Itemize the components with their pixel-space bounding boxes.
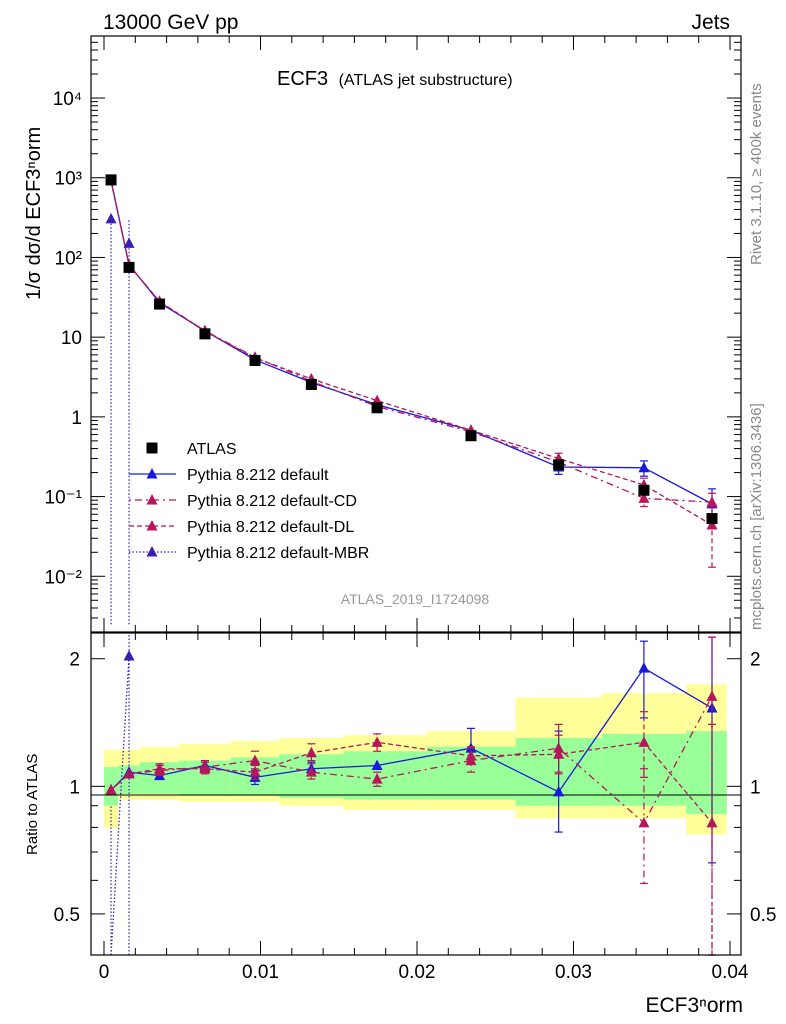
marker-cd <box>706 496 718 507</box>
legend-label-default: Pythia 8.212 default <box>187 467 329 484</box>
ratio-marker-cd <box>706 690 718 701</box>
marker-cd <box>638 492 650 503</box>
ratio-marker-cd <box>371 773 383 784</box>
legend-marker-mbr <box>146 546 158 557</box>
legend-label-mbr: Pythia 8.212 default-MBR <box>187 545 369 562</box>
legend-label-cd: Pythia 8.212 default-CD <box>187 493 357 510</box>
ratio-marker-dl <box>371 736 383 747</box>
marker-data <box>249 354 261 366</box>
y-axis-label-ratio: Ratio to ATLAS <box>24 754 41 855</box>
y-tick-label: 10³ <box>55 169 82 190</box>
ratio-line-mbr <box>110 655 130 956</box>
ratio-y-tick-label-right: 2 <box>750 650 761 671</box>
y-tick-label: 1 <box>71 408 82 429</box>
x-tick-label: 0.02 <box>399 962 436 983</box>
marker-data <box>553 459 565 471</box>
ratio-marker-dl <box>154 762 166 774</box>
plot-title-main: ECF3 <box>277 68 328 90</box>
y-axis-label-main: 1/σ dσ/d ECF3ⁿorm <box>23 127 45 300</box>
legend-marker-default <box>146 468 158 479</box>
ratio-marker-cd <box>305 766 317 777</box>
legend-label-data: ATLAS <box>187 441 237 458</box>
x-tick-label: 0.03 <box>555 962 592 983</box>
series-line-cd <box>110 180 713 503</box>
y-tick-label: 10⁻¹ <box>45 488 83 509</box>
ratio-plot-area: 0 0.01 0.02 0.03 0.04 0.5 0.5 1 1 2 2 <box>54 632 776 983</box>
marker-data <box>154 298 166 310</box>
marker-data <box>371 402 383 414</box>
header-right: Jets <box>691 11 730 34</box>
ratio-marker-dl <box>638 736 650 747</box>
legend: ATLAS Pythia 8.212 default Pythia 8.212 de… <box>129 441 369 562</box>
legend-marker-dl <box>146 520 158 531</box>
ratio-marker-default <box>371 759 383 770</box>
ratio-marker-dl <box>553 748 565 759</box>
ratio-marker-cd <box>249 754 261 766</box>
marker-data <box>638 484 650 496</box>
ratio-marker-dl <box>305 746 317 758</box>
ratio-band-inner <box>686 731 727 815</box>
marker-data <box>305 378 317 390</box>
ratio-marker-default <box>553 785 565 797</box>
ratio-marker-dl <box>706 816 718 828</box>
main-plot-area: 10⁻² 10⁻¹ 1 10 10² 10³ 10⁴ <box>45 35 742 633</box>
x-tick-label: 0.01 <box>242 962 279 983</box>
marker-data <box>199 328 211 340</box>
y-tick-label: 10⁴ <box>53 89 82 110</box>
y-tick-label: 10⁻² <box>45 567 83 588</box>
x-tick-label: 0.04 <box>712 962 749 983</box>
ratio-y-tick-label-left: 0.5 <box>54 905 80 926</box>
legend-marker-data <box>146 442 158 454</box>
marker-data <box>706 513 718 525</box>
legend-marker-cd <box>146 494 158 505</box>
ratio-marker-mbr <box>123 649 135 661</box>
ratio-marker-dl <box>249 766 261 777</box>
ratio-y-tick-label-right: 0.5 <box>750 905 776 926</box>
ratio-marker-dl <box>465 749 477 761</box>
ratio-y-tick-label-right: 1 <box>750 777 761 798</box>
marker-data <box>123 261 135 273</box>
rivet-side-label: Rivet 3.1.10, ≥ 400k events <box>748 83 765 265</box>
marker-default <box>638 461 650 473</box>
ratio-y-tick-label-left: 2 <box>69 650 80 671</box>
plot-title: ECF3 (ATLAS jet substructure) <box>277 68 513 90</box>
legend-label-dl: Pythia 8.212 default-DL <box>187 519 354 536</box>
ratio-plot-frame <box>90 632 742 956</box>
header-left: 13000 GeV pp <box>103 11 238 34</box>
ratio-marker-dl <box>123 767 135 779</box>
analysis-id-label: ATLAS_2019_I1724098 <box>341 591 490 607</box>
ratio-marker-dl <box>199 762 211 774</box>
mcplots-side-label: mcplots.cern.ch [arXiv:1306.3436] <box>748 403 765 630</box>
y-tick-label: 10² <box>55 248 82 269</box>
main-plot-frame <box>90 35 742 633</box>
marker-data <box>465 430 477 442</box>
marker-mbr <box>105 212 117 224</box>
ratio-y-tick-label-left: 1 <box>69 777 80 798</box>
ratio-marker-dl <box>105 784 117 795</box>
marker-mbr <box>123 237 135 248</box>
ratio-marker-cd <box>638 816 650 828</box>
plot-title-sub: (ATLAS jet substructure) <box>339 72 513 89</box>
ratio-marker-default <box>638 662 650 673</box>
marker-data <box>105 174 117 186</box>
x-axis-label: ECF3ⁿorm <box>645 994 743 1017</box>
ratio-line-cd <box>110 696 713 824</box>
x-tick-label: 0 <box>99 962 110 983</box>
y-tick-label: 10 <box>61 328 82 349</box>
marker-dl <box>706 518 718 530</box>
